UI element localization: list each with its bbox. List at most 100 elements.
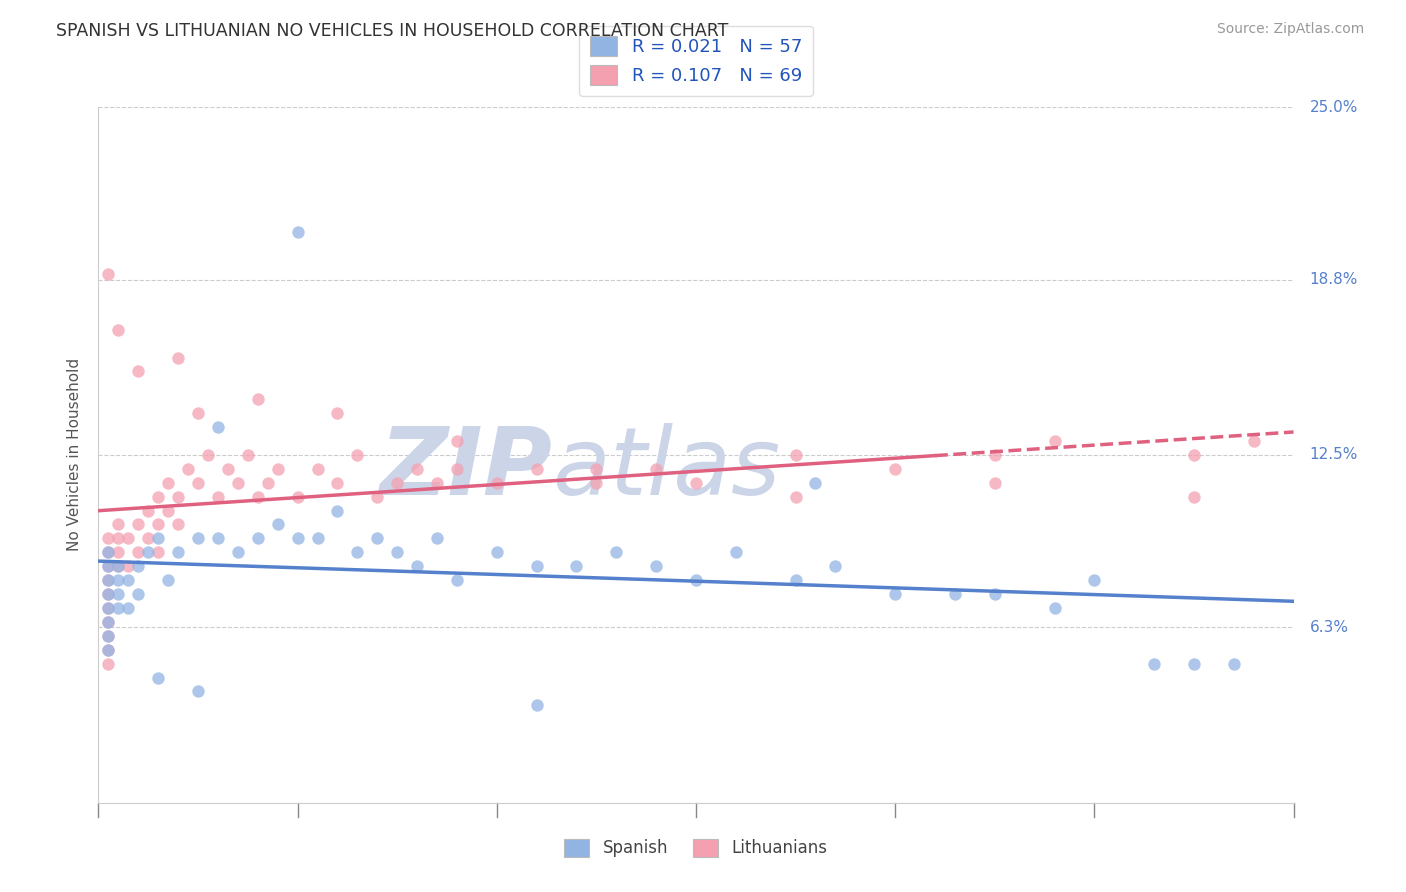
Point	[226, 475, 249, 490]
Point	[127, 587, 149, 601]
Point	[148, 532, 170, 546]
Point	[366, 532, 388, 546]
Point	[157, 503, 180, 517]
Point	[97, 642, 120, 657]
Point	[685, 475, 707, 490]
Point	[526, 698, 548, 713]
Point	[385, 545, 409, 559]
Point	[984, 475, 1007, 490]
Point	[127, 517, 149, 532]
Point	[1182, 657, 1205, 671]
Point	[446, 462, 468, 476]
Point	[167, 517, 190, 532]
Point	[685, 573, 707, 587]
Point	[97, 657, 120, 671]
Text: 6.3%: 6.3%	[1309, 620, 1348, 635]
Point	[884, 462, 907, 476]
Point	[526, 462, 548, 476]
Point	[177, 462, 200, 476]
Point	[107, 601, 129, 615]
Point	[107, 532, 129, 546]
Point	[97, 629, 120, 643]
Point	[446, 434, 468, 448]
Point	[246, 532, 269, 546]
Point	[97, 615, 120, 629]
Point	[1143, 657, 1166, 671]
Point	[148, 545, 170, 559]
Point	[117, 601, 139, 615]
Text: SPANISH VS LITHUANIAN NO VEHICLES IN HOUSEHOLD CORRELATION CHART: SPANISH VS LITHUANIAN NO VEHICLES IN HOU…	[56, 22, 728, 40]
Text: 25.0%: 25.0%	[1309, 100, 1358, 114]
Point	[346, 448, 368, 462]
Point	[97, 642, 120, 657]
Point	[148, 517, 170, 532]
Point	[406, 462, 429, 476]
Y-axis label: No Vehicles in Household: No Vehicles in Household	[67, 359, 83, 551]
Point	[645, 462, 668, 476]
Point	[585, 475, 607, 490]
Point	[246, 392, 269, 407]
Point	[97, 615, 120, 629]
Point	[287, 225, 309, 239]
Point	[526, 559, 548, 574]
Point	[97, 587, 120, 601]
Point	[785, 490, 807, 504]
Point	[984, 448, 1007, 462]
Point	[148, 490, 170, 504]
Legend: Spanish, Lithuanians: Spanish, Lithuanians	[558, 832, 834, 864]
Point	[1083, 573, 1105, 587]
Point	[97, 545, 120, 559]
Point	[236, 448, 259, 462]
Point	[107, 545, 129, 559]
Text: 18.8%: 18.8%	[1309, 272, 1358, 287]
Point	[307, 532, 329, 546]
Point	[187, 475, 209, 490]
Point	[107, 517, 129, 532]
Point	[117, 573, 139, 587]
Point	[207, 532, 229, 546]
Point	[117, 559, 139, 574]
Point	[246, 490, 269, 504]
Point	[207, 420, 229, 434]
Point	[485, 475, 508, 490]
Point	[136, 503, 159, 517]
Point	[217, 462, 239, 476]
Point	[585, 462, 607, 476]
Point	[565, 559, 588, 574]
Point	[107, 573, 129, 587]
Text: 12.5%: 12.5%	[1309, 448, 1358, 462]
Point	[1182, 490, 1205, 504]
Point	[346, 545, 368, 559]
Point	[97, 545, 120, 559]
Point	[226, 545, 249, 559]
Point	[287, 490, 309, 504]
Point	[326, 475, 349, 490]
Text: ZIP: ZIP	[380, 423, 553, 515]
Point	[426, 475, 449, 490]
Point	[127, 559, 149, 574]
Point	[824, 559, 846, 574]
Point	[97, 532, 120, 546]
Point	[605, 545, 627, 559]
Point	[97, 573, 120, 587]
Point	[984, 587, 1007, 601]
Point	[197, 448, 219, 462]
Point	[167, 545, 190, 559]
Point	[645, 559, 668, 574]
Point	[884, 587, 907, 601]
Point	[97, 573, 120, 587]
Point	[1043, 434, 1066, 448]
Point	[256, 475, 278, 490]
Point	[136, 532, 159, 546]
Point	[307, 462, 329, 476]
Point	[97, 587, 120, 601]
Point	[785, 448, 807, 462]
Point	[366, 490, 388, 504]
Point	[485, 545, 508, 559]
Point	[167, 351, 190, 365]
Point	[724, 545, 747, 559]
Point	[1243, 434, 1265, 448]
Point	[136, 545, 159, 559]
Point	[97, 559, 120, 574]
Point	[287, 532, 309, 546]
